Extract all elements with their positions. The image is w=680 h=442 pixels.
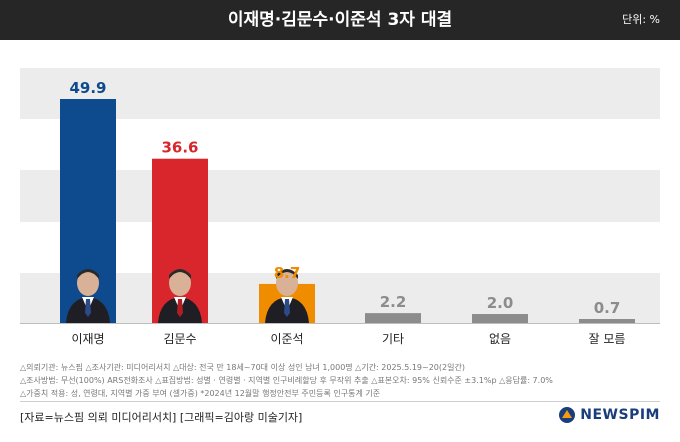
- source-credit: [자료=뉴스핌 의뢰 미디어리서치] [그래픽=김아랑 미술기자]: [20, 411, 303, 424]
- bar-group: 49.9: [60, 79, 116, 323]
- category-label: 이준석: [270, 332, 304, 346]
- bar-group: 2.2: [365, 293, 421, 323]
- plot-background: [20, 68, 660, 324]
- category-label: 김문수: [163, 332, 197, 346]
- data-label: 2.0: [487, 294, 514, 312]
- category-label: 없음: [488, 332, 512, 346]
- footnote-line: △조사방법: 무선(100%) ARS전화조사 △표집방법: 성별 · 연령별 …: [20, 376, 553, 385]
- bar-group: 2.0: [472, 294, 528, 323]
- category-label: 기타: [381, 332, 405, 346]
- portrait-icon: [66, 269, 110, 323]
- bar: [365, 313, 421, 323]
- portrait-icon: [158, 269, 202, 323]
- data-label: 36.6: [161, 139, 198, 157]
- header-bar: [0, 0, 680, 40]
- footnote-line: △의뢰기관: 뉴스핌 △조사기관: 미디어리서치 △대상: 전국 만 18세~7…: [20, 363, 465, 372]
- bar: [579, 319, 635, 323]
- logo-text: NEWSPIM: [580, 407, 660, 423]
- data-label: 8.7: [274, 264, 301, 282]
- logo-mark-icon: [559, 407, 576, 423]
- x-axis-baseline: [20, 323, 660, 324]
- grid-band: [20, 170, 660, 222]
- footer-divider: [20, 401, 660, 402]
- data-label: 2.2: [380, 293, 407, 311]
- grid-band: [20, 273, 660, 324]
- bar-group: 0.7: [579, 299, 635, 323]
- newspim-logo: NEWSPIM: [558, 405, 660, 425]
- category-label: 이재명: [71, 332, 105, 346]
- grid-band: [20, 119, 660, 170]
- data-label: 0.7: [594, 299, 621, 317]
- bar-group: 36.6: [152, 139, 208, 323]
- unit-label: 단위: %: [622, 13, 660, 26]
- footnote-line: △가중치 적용: 성, 연령대, 지역별 가중 부여 (셀가중) *2024년 …: [20, 389, 381, 398]
- grid-band: [20, 222, 660, 273]
- bar: [472, 314, 528, 323]
- data-label: 49.9: [69, 79, 106, 97]
- chart-title: 이재명·김문수·이준석 3자 대결: [227, 10, 453, 30]
- portrait-icon: [265, 269, 309, 323]
- category-label: 잘 모름: [588, 332, 626, 346]
- grid-band: [20, 68, 660, 119]
- bar-group: 8.7: [259, 264, 315, 323]
